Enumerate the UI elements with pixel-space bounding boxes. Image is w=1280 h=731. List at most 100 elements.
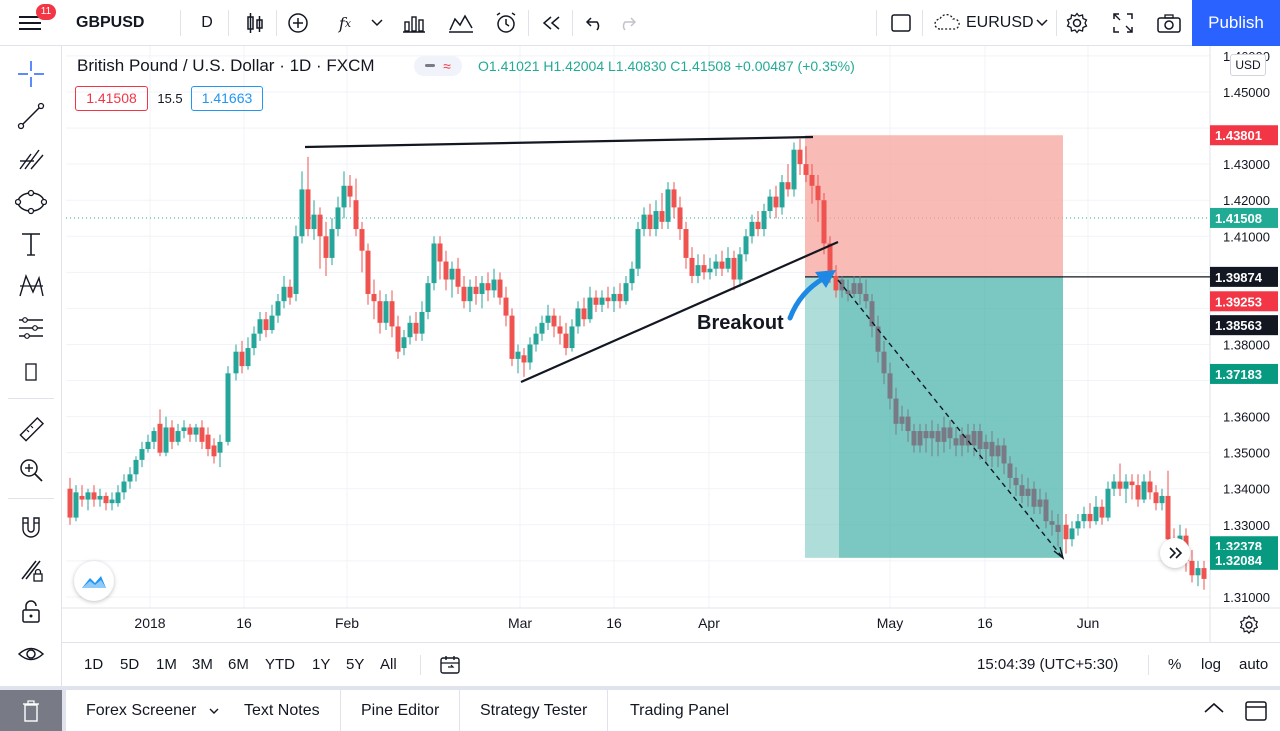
candle [1153, 485, 1159, 511]
projection-candle [965, 423, 971, 453]
pitchfork-icon[interactable] [13, 142, 49, 174]
candle [659, 192, 665, 230]
chevron-up-icon[interactable] [1202, 700, 1226, 720]
cloud-icon[interactable] [930, 0, 964, 46]
candle [263, 312, 269, 338]
pattern-icon[interactable] [13, 270, 49, 302]
log-scale-button[interactable]: log [1201, 656, 1222, 673]
time-tick-label: Apr [698, 615, 720, 631]
chart-settings-icon[interactable] [1238, 614, 1260, 636]
buy-price-button[interactable]: 1.41663 [191, 86, 263, 111]
candle [611, 286, 617, 313]
range-3m-button[interactable]: 3M [192, 656, 213, 673]
prediction-icon[interactable] [13, 312, 49, 344]
auto-scale-button[interactable]: auto [1239, 656, 1269, 673]
candle [359, 221, 365, 273]
candle [425, 275, 431, 320]
crosshair-icon[interactable] [13, 58, 49, 90]
financials-icon[interactable] [398, 0, 430, 46]
symbol-search-button[interactable]: GBPUSD [76, 14, 145, 31]
candle [305, 156, 311, 237]
menu-icon[interactable] [12, 0, 48, 46]
sell-price-button[interactable]: 1.41508 [75, 86, 148, 111]
range-1d-button[interactable]: 1D [84, 656, 104, 673]
candles-icon[interactable] [238, 0, 272, 46]
projection-candle [911, 423, 917, 453]
candle [803, 146, 809, 183]
interval-button[interactable]: D [201, 14, 213, 31]
range-5y-button[interactable]: 5Y [346, 656, 365, 673]
symbol-title[interactable]: British Pound / U.S. Dollar · 1D · FXCM [77, 56, 375, 75]
candle [257, 312, 263, 341]
trend-line-icon[interactable] [13, 100, 49, 132]
alert-icon[interactable] [490, 0, 522, 46]
percent-scale-button[interactable]: % [1168, 656, 1182, 673]
templates-icon[interactable] [444, 0, 478, 46]
tab-text-notes[interactable]: Text Notes [224, 690, 341, 731]
undo-icon[interactable] [580, 0, 610, 46]
candle [563, 322, 569, 356]
clock-timezone[interactable]: 15:04:39 (UTC+5:30) [977, 656, 1119, 673]
currency-button[interactable]: USD [1230, 54, 1266, 76]
range-1m-button[interactable]: 1M [156, 656, 177, 673]
fullscreen-icon[interactable] [1106, 0, 1140, 46]
status-pill[interactable]: ≈ [414, 56, 462, 76]
range-ytd-button[interactable]: YTD [265, 656, 295, 673]
layout-name-button[interactable]: EURUSD [966, 14, 1034, 31]
lock-icon[interactable] [13, 596, 49, 628]
time-tick-label: Jun [1077, 615, 1100, 631]
chevron-down-icon[interactable] [366, 0, 388, 46]
candle [713, 254, 719, 276]
brush-icon[interactable] [13, 356, 49, 388]
gear-icon[interactable] [1060, 0, 1094, 46]
candle [575, 301, 581, 334]
candle [1129, 474, 1135, 500]
range-6m-button[interactable]: 6M [228, 656, 249, 673]
shapes-icon[interactable] [13, 186, 49, 218]
maximize-panel-icon[interactable] [1244, 700, 1268, 722]
eye-icon[interactable] [13, 638, 49, 670]
chevron-down-icon[interactable] [1032, 0, 1052, 46]
candle [1135, 474, 1141, 507]
redo-icon[interactable] [612, 0, 642, 46]
breakout-label[interactable]: Breakout [697, 312, 784, 334]
publish-button[interactable]: Publish [1192, 0, 1280, 46]
candle [671, 182, 677, 219]
range-1y-button[interactable]: 1Y [312, 656, 331, 673]
range-all-button[interactable]: All [380, 656, 397, 673]
candle [323, 221, 329, 276]
upper-trend-line [304, 135, 814, 149]
tab-pine-editor[interactable]: Pine Editor [341, 690, 461, 731]
text-tool-icon[interactable] [13, 228, 49, 260]
price-tick-label: 1.45000 [1223, 85, 1270, 100]
layout-icon[interactable] [884, 0, 918, 46]
trash-icon[interactable] [0, 690, 62, 731]
goto-date-icon[interactable] [439, 654, 461, 676]
tab-forex-screener[interactable]: Forex Screener [66, 690, 240, 731]
projection-candle [905, 409, 911, 442]
replay-icon[interactable] [536, 0, 568, 46]
candle [1141, 474, 1147, 504]
ruler-icon[interactable] [13, 414, 49, 446]
price-tick-label: 1.38000 [1223, 337, 1270, 352]
candle [677, 196, 683, 240]
zoom-in-icon[interactable] [13, 454, 49, 486]
price-axis-badge-label: 1.37183 [1215, 367, 1262, 382]
add-indicator-icon[interactable] [282, 0, 314, 46]
tab-trading-panel[interactable]: Trading Panel [610, 690, 750, 731]
camera-icon[interactable] [1152, 0, 1186, 46]
projection-candle [1031, 481, 1037, 514]
price-axis-badge: 1.39874 [1210, 266, 1278, 287]
lock-drawing-icon[interactable] [13, 554, 49, 586]
scroll-to-realtime-icon[interactable] [1160, 538, 1190, 568]
tradingview-logo-icon[interactable] [74, 561, 114, 601]
magnet-icon[interactable] [13, 512, 49, 544]
candle [743, 229, 749, 262]
projection-candle [1049, 510, 1055, 536]
candle [479, 275, 485, 309]
tab-strategy-tester[interactable]: Strategy Tester [460, 690, 609, 731]
range-5d-button[interactable]: 5D [120, 656, 140, 673]
candle [85, 488, 91, 511]
